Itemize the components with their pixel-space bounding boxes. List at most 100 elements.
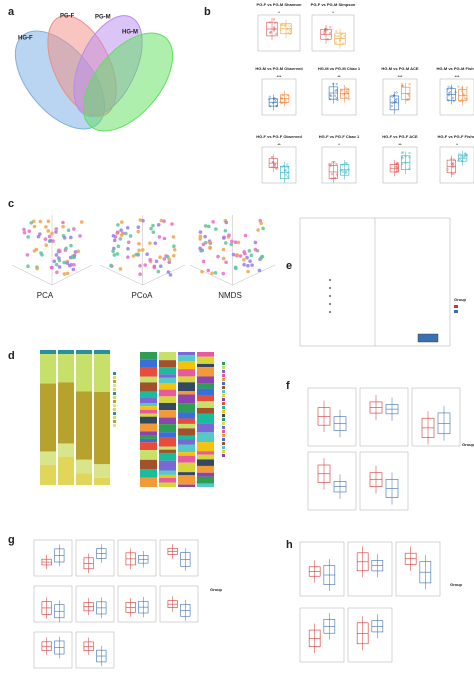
point <box>61 224 65 229</box>
point <box>326 38 329 41</box>
bar-segment <box>197 483 214 487</box>
legend-key <box>222 438 225 441</box>
point <box>236 240 241 245</box>
legend-key <box>222 422 225 425</box>
point <box>281 97 284 100</box>
point <box>408 94 411 97</box>
legend-key <box>222 406 225 409</box>
point <box>286 94 289 97</box>
point <box>273 98 276 101</box>
panel-letter: b <box>204 6 211 18</box>
point <box>138 272 142 276</box>
point <box>344 96 347 99</box>
point <box>394 165 397 168</box>
point <box>138 263 142 268</box>
point <box>335 83 338 86</box>
plot-title: HG-M vs PG-M Observed <box>255 66 303 71</box>
significance: *** <box>455 74 460 79</box>
plot-frame <box>411 387 461 447</box>
point <box>49 265 54 270</box>
legend-title: Group <box>462 442 474 447</box>
point <box>65 261 70 265</box>
point <box>449 91 452 94</box>
bar-segment <box>197 376 214 384</box>
bar-segment <box>159 432 176 438</box>
point <box>395 170 398 173</box>
point <box>38 219 43 224</box>
plot-title: PG-F vs PG-M Simpson <box>311 2 356 7</box>
plot-frame <box>117 539 157 577</box>
point <box>334 89 337 92</box>
plot-frame <box>359 387 409 447</box>
point <box>242 250 246 254</box>
point <box>408 156 411 159</box>
plot-frame <box>261 146 297 184</box>
point <box>452 172 455 175</box>
bar-segment <box>178 423 195 429</box>
point <box>271 101 274 104</box>
point <box>281 24 284 27</box>
significance: ** <box>337 74 341 79</box>
point <box>22 230 27 235</box>
point <box>451 96 454 99</box>
legend-title: Group <box>210 587 223 592</box>
point <box>246 263 250 268</box>
point <box>128 234 133 238</box>
point <box>286 28 289 31</box>
point <box>198 237 203 241</box>
plot-frame <box>299 607 345 663</box>
point <box>168 273 173 277</box>
venn-label: HG-M <box>122 30 138 36</box>
point <box>392 94 395 97</box>
bar-segment <box>159 482 176 487</box>
point <box>287 32 290 35</box>
point <box>171 253 176 258</box>
bar-segment <box>159 460 176 471</box>
point <box>390 105 393 108</box>
point <box>235 253 239 257</box>
point <box>143 263 148 267</box>
point <box>151 230 156 234</box>
point <box>198 234 203 239</box>
point <box>65 271 70 276</box>
point <box>43 237 48 241</box>
point <box>345 90 348 93</box>
point <box>347 168 350 171</box>
point <box>224 241 228 245</box>
legend-key <box>222 362 225 365</box>
legend-key <box>113 408 116 411</box>
plot-frame <box>33 631 73 669</box>
point <box>459 100 462 103</box>
bar-segment <box>197 395 214 402</box>
point <box>400 151 403 154</box>
bar-segment <box>159 437 176 447</box>
bar-segment <box>159 470 176 475</box>
plot-title: HG-F vs PG-F Fisher <box>437 134 474 139</box>
point <box>447 85 450 88</box>
point <box>344 161 347 164</box>
legend-key <box>222 442 225 445</box>
legend-key <box>222 434 225 437</box>
point <box>201 259 206 264</box>
point <box>172 247 177 252</box>
point <box>22 227 26 232</box>
panel-letter: f <box>286 380 290 392</box>
panel-letter: a <box>8 6 15 18</box>
point <box>256 228 260 232</box>
point <box>289 27 292 30</box>
point <box>289 29 292 32</box>
bar-segment <box>140 352 157 360</box>
point <box>289 32 292 35</box>
point <box>54 230 58 234</box>
significance: * <box>278 10 280 15</box>
bar-segment <box>140 406 157 410</box>
point <box>171 235 176 239</box>
plot-title: HG-F vs PG-F Chao 1 <box>319 134 360 139</box>
point <box>284 98 287 101</box>
legend-key <box>222 426 225 429</box>
point <box>248 259 252 263</box>
bar-segment <box>140 477 157 487</box>
point <box>246 269 250 274</box>
point <box>61 220 65 225</box>
